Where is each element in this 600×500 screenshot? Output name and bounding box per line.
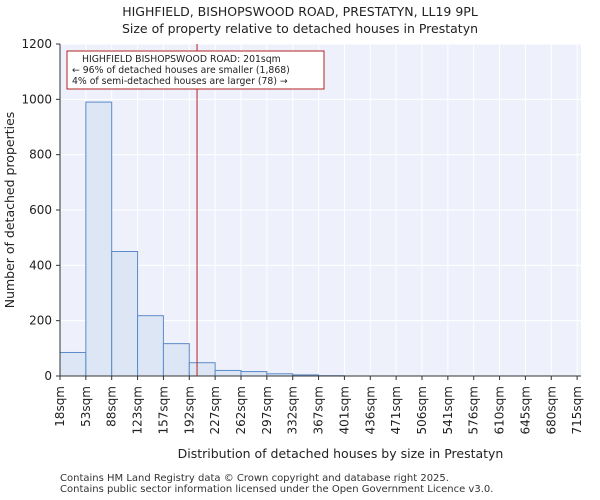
annotation-box (66, 50, 325, 90)
x-tick-label: 610sqm (493, 386, 507, 434)
y-axis-label: Number of detached properties (2, 112, 17, 309)
annotation-line-2: ← 96% of detached houses are smaller (1,… (72, 65, 290, 76)
bar-262sqm (240, 371, 268, 377)
annotation-line-3: 4% of semi-detached houses are larger (7… (72, 76, 288, 87)
x-tick-label: 332sqm (286, 386, 300, 434)
x-tick-label: 18sqm (53, 386, 67, 427)
chart-title: HIGHFIELD, BISHOPSWOOD ROAD, PRESTATYN, … (122, 4, 478, 19)
x-tick-label: 53sqm (79, 386, 93, 427)
x-tick-label: 541sqm (441, 386, 455, 434)
bar-157sqm (162, 343, 190, 377)
x-tick-label: 157sqm (156, 386, 170, 434)
y-tick-label: 0 (44, 369, 52, 383)
bar-88sqm (111, 251, 139, 377)
x-tick-label: 576sqm (467, 386, 481, 434)
x-tick-label: 645sqm (518, 386, 532, 434)
x-tick-label: 401sqm (337, 386, 351, 434)
footer-copyright: Contains HM Land Registry data © Crown c… (60, 473, 449, 484)
y-tick-label: 400 (29, 258, 52, 272)
x-tick-label: 436sqm (363, 386, 377, 434)
x-tick-label: 297sqm (260, 386, 274, 434)
x-tick-label: 123sqm (131, 386, 145, 434)
y-tick-label: 600 (29, 203, 52, 217)
y-tick-label: 200 (29, 314, 52, 328)
y-tick-label: 1000 (21, 92, 52, 106)
x-tick-label: 715sqm (570, 386, 584, 434)
x-tick-label: 680sqm (544, 386, 558, 434)
footer-licence: Contains public sector information licen… (60, 484, 494, 495)
y-tick-label: 1200 (21, 37, 52, 51)
x-tick-label: 262sqm (234, 386, 248, 434)
bar-227sqm (214, 369, 242, 377)
bar-53sqm (85, 101, 113, 377)
bar-192sqm (188, 362, 216, 377)
x-axis-label: Distribution of detached houses by size … (178, 446, 504, 461)
x-tick-label: 471sqm (389, 386, 403, 434)
bar-123sqm (137, 315, 164, 377)
x-tick-label: 367sqm (312, 386, 326, 434)
bar-18sqm (59, 351, 87, 377)
x-tick-label: 88sqm (105, 386, 119, 427)
chart-subtitle: Size of property relative to detached ho… (121, 21, 479, 36)
x-tick-label: 192sqm (182, 386, 196, 434)
x-tick-label: 227sqm (208, 386, 222, 434)
x-tick-label: 506sqm (415, 386, 429, 434)
annotation-line-1: HIGHFIELD BISHOPSWOOD ROAD: 201sqm (82, 54, 281, 65)
y-tick-label: 800 (29, 148, 52, 162)
